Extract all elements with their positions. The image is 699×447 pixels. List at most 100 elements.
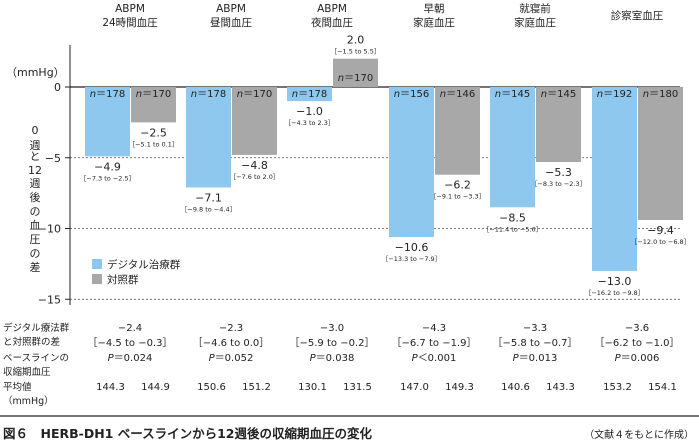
- category-label: 診察室血圧: [611, 9, 664, 22]
- y-unit-label: （mmHg）: [6, 66, 65, 79]
- bar-digital: [287, 87, 332, 102]
- difference-row-label: と対照群の差: [3, 336, 60, 348]
- value-label: −1.0: [296, 105, 323, 118]
- baseline-digital: 130.1: [298, 382, 327, 393]
- ci-label: ［−12.0 to −6.8］: [631, 238, 690, 246]
- ci-label: ［−9.1 to −3.3］: [430, 193, 485, 201]
- ci-label: ［−5.1 to 0.1］: [129, 140, 179, 148]
- category-label: 就寝前: [519, 2, 551, 15]
- category-label: ABPM: [115, 3, 145, 15]
- n-label: n＝146: [440, 89, 475, 100]
- legend-label: 対照群: [107, 273, 139, 286]
- baseline-control: 143.3: [546, 382, 575, 393]
- n-label: n＝180: [643, 89, 678, 100]
- difference-value: −3.3: [523, 323, 547, 334]
- p-value: P＝0.006: [615, 353, 660, 364]
- category-label: 昼間血圧: [210, 16, 252, 29]
- bar-control: [131, 87, 176, 123]
- n-label: n＝178: [191, 89, 226, 100]
- y-axis-label: 0: [32, 124, 39, 137]
- n-label: n＝145: [541, 89, 576, 100]
- y-tick-label: 0: [54, 81, 61, 94]
- difference-ci: ［−5.8 to −0.7］: [493, 337, 578, 349]
- difference-value: −2.3: [219, 323, 243, 334]
- n-label: n＝170: [338, 73, 373, 84]
- baseline-control: 144.9: [141, 382, 170, 393]
- y-axis-label: 後: [30, 190, 41, 204]
- bar-digital: [389, 87, 434, 237]
- value-label: −7.1: [195, 191, 222, 204]
- bar-control: [638, 87, 683, 221]
- y-axis-label: 週: [30, 139, 41, 152]
- difference-ci: ［−6.2 to −1.0］: [595, 337, 680, 349]
- baseline-digital: 147.0: [400, 382, 429, 393]
- value-label: −6.2: [444, 179, 471, 192]
- y-axis-label: 週: [30, 177, 41, 190]
- n-label: n＝178: [90, 89, 125, 100]
- bar-digital: [490, 87, 535, 208]
- bar-control: [232, 87, 277, 155]
- category-label: ABPM: [216, 3, 246, 15]
- baseline-control: 154.1: [648, 382, 677, 393]
- y-axis-label: 差: [30, 260, 41, 274]
- value-label: −13.0: [598, 275, 632, 288]
- ci-label: ［−1.5 to 5.5］: [331, 48, 381, 56]
- n-label: n＝145: [495, 89, 530, 100]
- baseline-digital: 150.6: [197, 382, 226, 393]
- difference-ci: ［−4.5 to −0.3］: [88, 337, 173, 349]
- value-label: −8.5: [499, 211, 526, 224]
- difference-value: −3.0: [320, 323, 344, 334]
- baseline-control: 131.5: [343, 382, 372, 393]
- difference-ci: ［−5.9 to −0.2］: [290, 337, 375, 349]
- difference-ci: ［−4.6 to 0.0］: [193, 337, 270, 349]
- p-value: P＜0.001: [412, 353, 457, 364]
- bars: [85, 58, 683, 271]
- category-label: 家庭血圧: [514, 16, 556, 29]
- value-label: −4.9: [94, 160, 121, 173]
- category-label: 夜間血圧: [311, 16, 353, 29]
- baseline-control: 151.2: [242, 382, 271, 393]
- baseline-control: 149.3: [445, 382, 474, 393]
- category-label: ABPM: [317, 3, 347, 15]
- bar-control: [435, 87, 480, 175]
- category-label: 24時間血圧: [102, 16, 158, 29]
- y-axis-label: 血: [30, 218, 41, 232]
- p-value: P＝0.024: [108, 353, 153, 364]
- figure-caption: 図６ HERB-DH1 ベースラインから12週後の収縮期血圧の変化: [3, 426, 372, 441]
- difference-row-label: デジタル療法群: [3, 322, 70, 334]
- n-label: n＝192: [597, 89, 632, 100]
- p-value: P＝0.052: [209, 353, 254, 364]
- bar-digital: [186, 87, 231, 188]
- baseline-row-label: （mmHg）: [3, 395, 54, 407]
- legend-swatch: [92, 259, 102, 269]
- n-label: n＝170: [136, 89, 171, 100]
- y-axis-label: と: [30, 150, 41, 163]
- bar-digital: [85, 87, 130, 157]
- n-label: n＝170: [237, 89, 272, 100]
- y-axis-label: 圧: [30, 233, 41, 246]
- figure-source: （文献４をもとに作成）: [584, 428, 694, 441]
- y-axis-label: 12: [28, 164, 42, 177]
- difference-value: −3.6: [625, 323, 649, 334]
- difference-value: −4.3: [422, 323, 446, 334]
- y-tick-label: −5: [45, 152, 61, 165]
- p-value: P＝0.013: [513, 353, 558, 364]
- y-axis-label: の: [30, 205, 41, 218]
- value-label: −5.3: [545, 166, 572, 179]
- category-label: 家庭血圧: [413, 16, 455, 29]
- difference-value: −2.4: [118, 323, 142, 334]
- p-value: P＝0.038: [310, 353, 355, 364]
- y-tick-label: −15: [38, 293, 61, 306]
- ci-label: ［−9.8 to −4.4］: [181, 205, 236, 213]
- ci-label: ［−7.6 to 2.0］: [230, 173, 280, 181]
- value-label: −10.6: [395, 241, 429, 254]
- bar-digital: [592, 87, 637, 271]
- value-label: −4.8: [241, 159, 268, 172]
- n-label: n＝156: [394, 89, 429, 100]
- ci-label: ［−7.3 to −2.5］: [80, 174, 135, 182]
- ci-label: ［−8.3 to −2.3］: [531, 180, 586, 188]
- baseline-row-label: ベースラインの: [3, 353, 69, 364]
- baseline-row-label: 収縮期血圧: [3, 366, 51, 378]
